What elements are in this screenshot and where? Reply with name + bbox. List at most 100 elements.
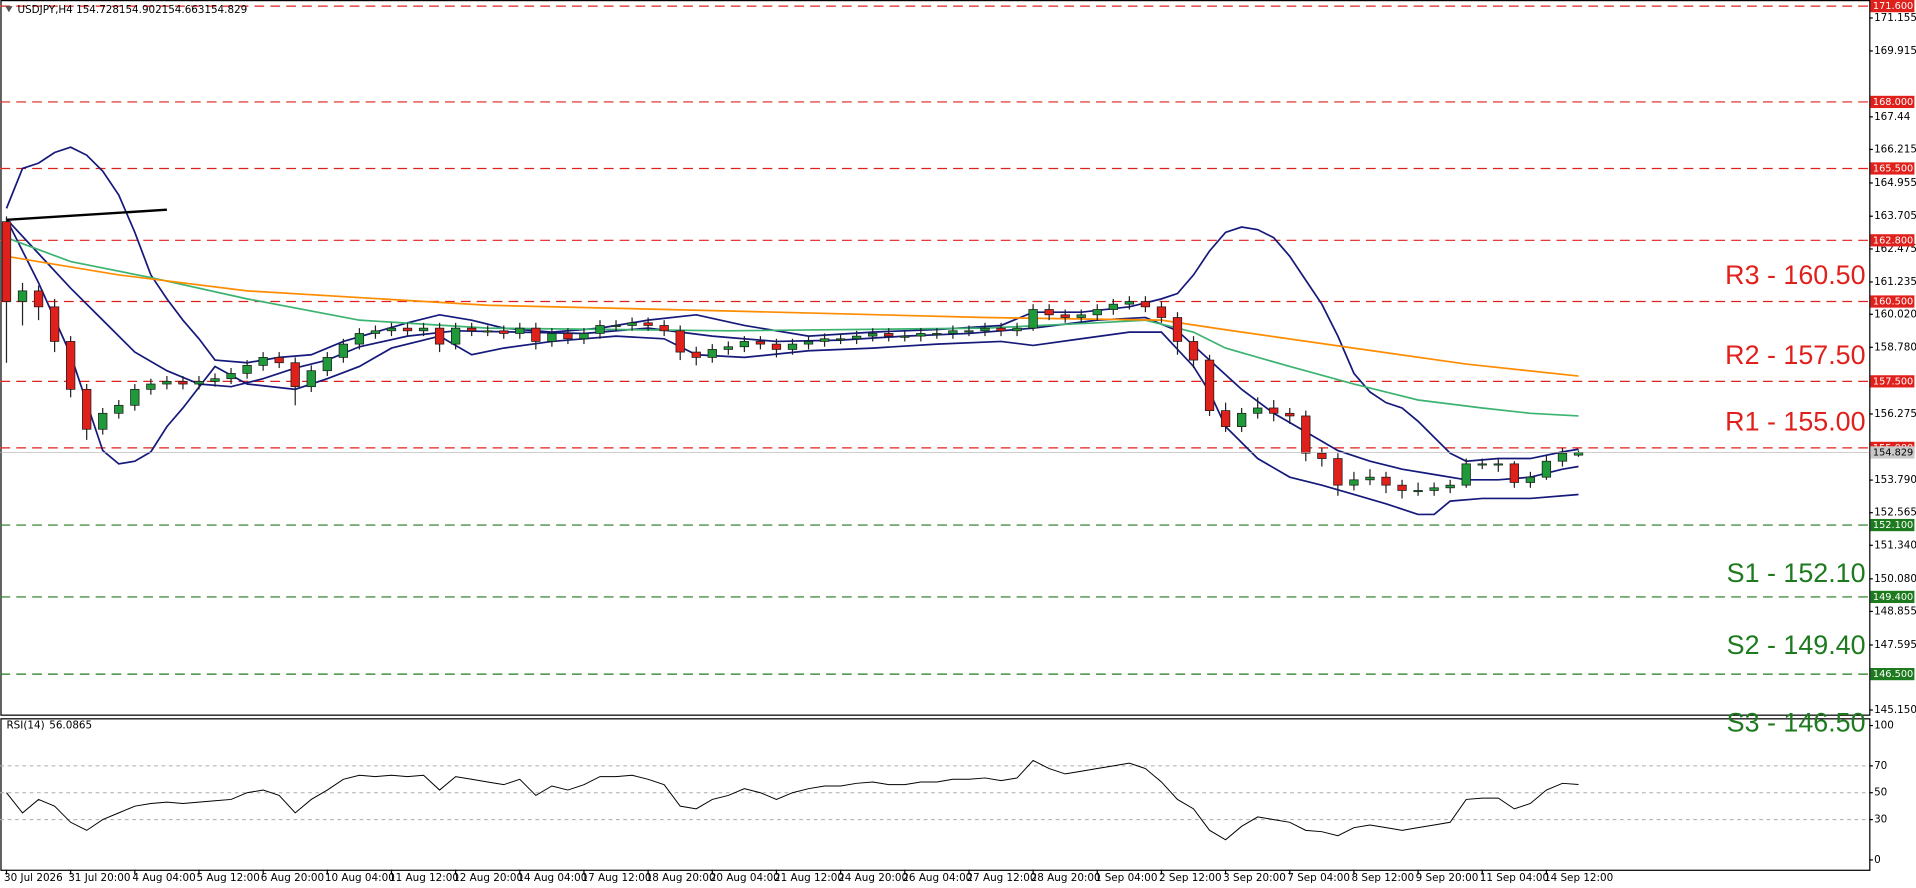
candle-body <box>82 388 92 430</box>
level-tag <box>1870 518 1915 532</box>
candle-body <box>1301 415 1311 454</box>
candle-body <box>1220 410 1231 427</box>
candle-body <box>1413 490 1423 493</box>
level-tag-label: 146.500 <box>1873 669 1913 680</box>
overlay-line <box>6 236 1579 417</box>
level-tag-label: 157.500 <box>1873 376 1913 387</box>
candle-body <box>1461 463 1471 486</box>
candle-body <box>964 330 974 333</box>
candle-body <box>819 338 830 342</box>
candle-body <box>338 343 348 358</box>
candle-body <box>242 365 252 374</box>
candle-body <box>515 327 525 334</box>
rsi-panel-frame <box>0 718 1871 871</box>
y-tick-label: 169.915 <box>1874 45 1916 57</box>
candle-body <box>66 341 76 390</box>
main-panel-frame <box>0 0 1871 716</box>
candle-body <box>130 388 140 406</box>
level-annotation: S1 - 152.10 <box>1727 558 1866 588</box>
candle-body <box>1172 317 1183 342</box>
y-tick-label: 164.955 <box>1874 177 1916 189</box>
candle-body <box>531 327 541 342</box>
candle-body <box>1381 476 1391 486</box>
level-tag <box>1870 0 1915 13</box>
candle-body <box>771 343 782 350</box>
rsi-y-tick-label: 0 <box>1874 854 1881 866</box>
candle-body <box>194 380 204 385</box>
candle-body <box>114 404 124 414</box>
candle-body <box>563 333 573 340</box>
candle-body <box>595 325 605 334</box>
candle-body <box>49 306 60 342</box>
level-tag-label: 165.500 <box>1873 163 1913 174</box>
candle-body <box>33 290 44 308</box>
candle-body <box>274 357 284 364</box>
candle-body <box>1397 484 1407 491</box>
chart-title: USDJPY,H4 <box>17 4 73 16</box>
x-tick-label: 24 Aug 20:00 <box>838 872 908 884</box>
y-tick-label: 148.855 <box>1874 605 1916 617</box>
x-tick-label: 5 Aug 12:00 <box>197 872 260 884</box>
header-open: 154.728 <box>76 4 119 16</box>
y-tick-label: 163.705 <box>1874 210 1916 222</box>
y-tick-label: 145.150 <box>1874 704 1916 716</box>
rsi-y-tick-label: 70 <box>1874 760 1887 772</box>
current-price-label: 154.829 <box>1873 447 1913 458</box>
symbol-icon <box>5 6 13 13</box>
y-tick-label: 161.235 <box>1874 276 1916 288</box>
y-tick-label: 166.215 <box>1874 143 1916 155</box>
candle-body <box>852 335 862 340</box>
candle-body <box>1188 341 1199 361</box>
candle-body <box>916 333 926 337</box>
x-tick-label: 6 Aug 20:00 <box>261 872 324 884</box>
candle-body <box>900 335 910 338</box>
current-price-tag <box>1870 446 1915 459</box>
candle-body <box>1060 314 1070 318</box>
candle-body <box>1477 463 1487 466</box>
candle-body <box>1236 412 1247 427</box>
candle-body <box>499 330 509 334</box>
candle-body <box>787 343 798 350</box>
y-tick-label: 160.020 <box>1874 308 1916 320</box>
candle-body <box>579 333 589 340</box>
candle-body <box>17 290 28 302</box>
x-tick-label: 1 Sep 04:00 <box>1095 872 1158 884</box>
candle-body <box>884 333 894 337</box>
candle-body <box>322 357 332 372</box>
y-tick-label: 153.790 <box>1874 474 1916 486</box>
candle-body <box>1349 479 1359 486</box>
x-tick-label: 12 Aug 20:00 <box>453 872 523 884</box>
candle-body <box>627 322 637 326</box>
candle-body <box>723 346 733 350</box>
candle-body <box>1525 476 1536 483</box>
candle-body <box>1028 309 1038 329</box>
x-tick-label: 14 Aug 04:00 <box>517 872 587 884</box>
candle-body <box>868 333 878 337</box>
header-high: 154.902 <box>119 4 162 16</box>
candle-body <box>739 341 750 348</box>
candle-body <box>1269 407 1279 414</box>
level-tag <box>1870 375 1915 388</box>
candle-body <box>370 330 381 334</box>
level-tag-label: 171.600 <box>1873 1 1913 12</box>
x-tick-label: 18 Aug 20:00 <box>646 872 716 884</box>
candle-body <box>1108 303 1118 310</box>
candle-body <box>659 325 669 332</box>
candle-body <box>755 341 766 345</box>
candle-body <box>467 327 477 332</box>
overlay-line <box>6 255 1579 377</box>
candle-body <box>450 327 461 345</box>
candle-body <box>1493 463 1503 466</box>
candle-body <box>643 322 653 326</box>
level-tag <box>1870 667 1915 681</box>
levels-layer: R3 - 160.50 R2 - 157.50 R1 - 155.00 S1 - 15… <box>0 5 1870 737</box>
candle-body <box>1541 460 1552 478</box>
level-tag <box>1870 162 1915 175</box>
y-tick-label: 151.340 <box>1874 539 1916 551</box>
candle-body <box>354 333 365 345</box>
x-tick-label: 14 Sep 12:00 <box>1544 872 1613 884</box>
